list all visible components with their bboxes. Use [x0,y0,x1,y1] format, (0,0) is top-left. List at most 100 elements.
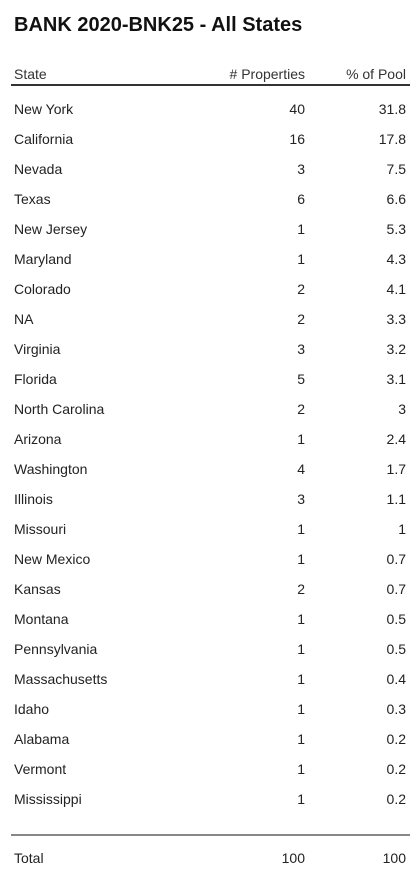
table-footer: Total 100 100 [11,834,410,878]
properties-cell: 1 [297,641,305,657]
table-row: New Mexico 1 0.7 [11,544,410,574]
state-cell: Pennsylvania [14,641,98,657]
table-body: New York 40 31.8 California 16 17.8 Nevada 3 7.5… [11,94,410,814]
properties-cell: 6 [297,191,305,207]
state-cell: Florida [14,371,57,387]
state-cell: Massachusetts [14,671,108,687]
state-cell: Colorado [14,281,71,297]
states-table: State # Properties % of Pool New York 40 3… [11,62,410,814]
state-cell: Idaho [14,701,50,717]
table-row: California 16 17.8 [11,124,410,154]
properties-cell: 5 [297,371,305,387]
pct-of-pool-cell: 3.1 [386,371,406,387]
pct-of-pool-cell: 0.7 [386,581,406,597]
pct-of-pool-cell: 4.3 [386,251,406,267]
properties-cell: 1 [297,701,305,717]
pct-of-pool-cell: 3.3 [386,311,406,327]
properties-cell: 2 [297,401,305,417]
table-row: Massachusetts 1 0.4 [11,664,410,694]
state-cell: Montana [14,611,69,627]
properties-cell: 1 [297,551,305,567]
table-row: Kansas 2 0.7 [11,574,410,604]
table-row: Vermont 1 0.2 [11,754,410,784]
table-row: Pennsylvania 1 0.5 [11,634,410,664]
state-cell: NA [14,311,34,327]
properties-cell: 2 [297,281,305,297]
table-row: Illinois 3 1.1 [11,484,410,514]
properties-cell: 3 [297,491,305,507]
state-cell: California [14,131,74,147]
properties-cell: 1 [297,521,305,537]
state-cell: Mississippi [14,791,82,807]
pct-of-pool-cell: 0.5 [386,611,406,627]
properties-cell: 1 [297,221,305,237]
pct-of-pool-cell: 31.8 [378,101,406,117]
table-row: New Jersey 1 5.3 [11,214,410,244]
state-cell: New Jersey [14,221,88,237]
properties-cell: 16 [289,131,305,147]
table-row: New York 40 31.8 [11,94,410,124]
table-row: NA 2 3.3 [11,304,410,334]
total-properties: 100 [281,850,305,866]
pct-of-pool-cell: 0.2 [386,761,406,777]
pct-of-pool-cell: 0.2 [386,731,406,747]
properties-cell: 40 [289,101,305,117]
state-cell: New Mexico [14,551,91,567]
table-row: Missouri 1 1 [11,514,410,544]
pct-of-pool-cell: 2.4 [386,431,406,447]
state-cell: Illinois [14,491,53,507]
state-cell: New York [14,101,74,117]
state-cell: Kansas [14,581,61,597]
table-row: Washington 4 1.7 [11,454,410,484]
properties-cell: 1 [297,791,305,807]
pct-of-pool-cell: 1.7 [386,461,406,477]
table-row: Maryland 1 4.3 [11,244,410,274]
state-cell: Maryland [14,251,72,267]
properties-cell: 1 [297,251,305,267]
table-row: Idaho 1 0.3 [11,694,410,724]
pct-of-pool-cell: 0.7 [386,551,406,567]
properties-cell: 3 [297,161,305,177]
state-cell: Missouri [14,521,67,537]
properties-cell: 3 [297,341,305,357]
properties-cell: 1 [297,731,305,747]
pct-of-pool-cell: 0.3 [386,701,406,717]
state-cell: Vermont [14,761,67,777]
state-cell: Alabama [14,731,70,747]
total-pct-of-pool: 100 [382,850,406,866]
table-row: Mississippi 1 0.2 [11,784,410,814]
state-cell: Virginia [14,341,61,357]
state-cell: Arizona [14,431,62,447]
table-row: Virginia 3 3.2 [11,334,410,364]
properties-cell: 1 [297,611,305,627]
pct-of-pool-cell: 7.5 [386,161,406,177]
pct-of-pool-cell: 6.6 [386,191,406,207]
table-row: Montana 1 0.5 [11,604,410,634]
page-title: BANK 2020-BNK25 - All States [14,14,303,36]
table-row: Colorado 2 4.1 [11,274,410,304]
table-row: Arizona 1 2.4 [11,424,410,454]
column-header-properties: # Properties [229,66,305,82]
pct-of-pool-cell: 0.4 [386,671,406,687]
pct-of-pool-cell: 1.1 [386,491,406,507]
table-row: Alabama 1 0.2 [11,724,410,754]
pct-of-pool-cell: 17.8 [378,131,406,147]
pct-of-pool-cell: 3 [398,401,406,417]
state-cell: Washington [14,461,88,477]
table-row: Nevada 3 7.5 [11,154,410,184]
column-header-state: State [14,66,47,82]
table-header: State # Properties % of Pool [11,62,410,86]
table-row: North Carolina 2 3 [11,394,410,424]
state-cell: Nevada [14,161,63,177]
state-cell: North Carolina [14,401,105,417]
pct-of-pool-cell: 1 [398,521,406,537]
properties-cell: 1 [297,761,305,777]
properties-cell: 2 [297,581,305,597]
properties-cell: 1 [297,431,305,447]
properties-cell: 2 [297,311,305,327]
pct-of-pool-cell: 0.5 [386,641,406,657]
pct-of-pool-cell: 4.1 [386,281,406,297]
table-row: Florida 5 3.1 [11,364,410,394]
pct-of-pool-cell: 3.2 [386,341,406,357]
column-header-pct-of-pool: % of Pool [346,66,406,82]
